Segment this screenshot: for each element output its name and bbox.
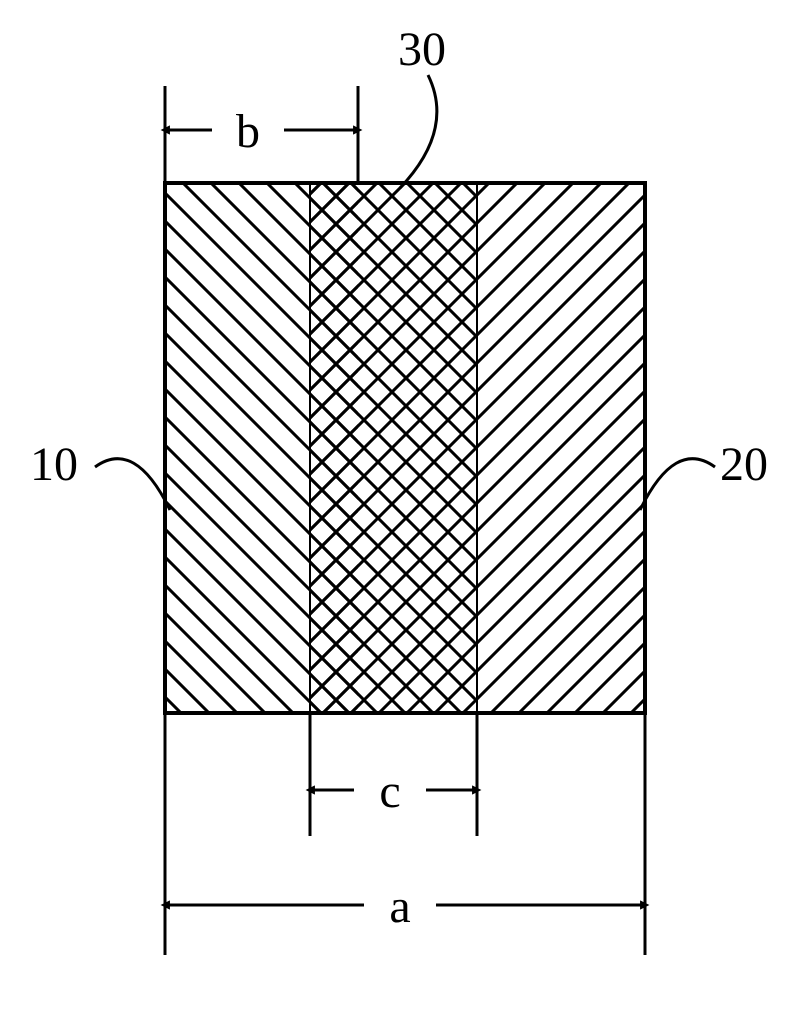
callout-30: 30 [398,23,446,76]
callout-20: 20 [720,438,768,491]
leader-10 [95,459,170,510]
c-label: c [379,765,400,818]
outer-rect [165,183,645,713]
leader-30 [400,75,437,188]
callout-10: 10 [30,438,78,491]
diagram-svg: b c a 30 10 20 [0,0,810,1014]
b-label: b [236,105,260,158]
leader-20 [640,459,715,510]
a-label: a [389,880,410,933]
